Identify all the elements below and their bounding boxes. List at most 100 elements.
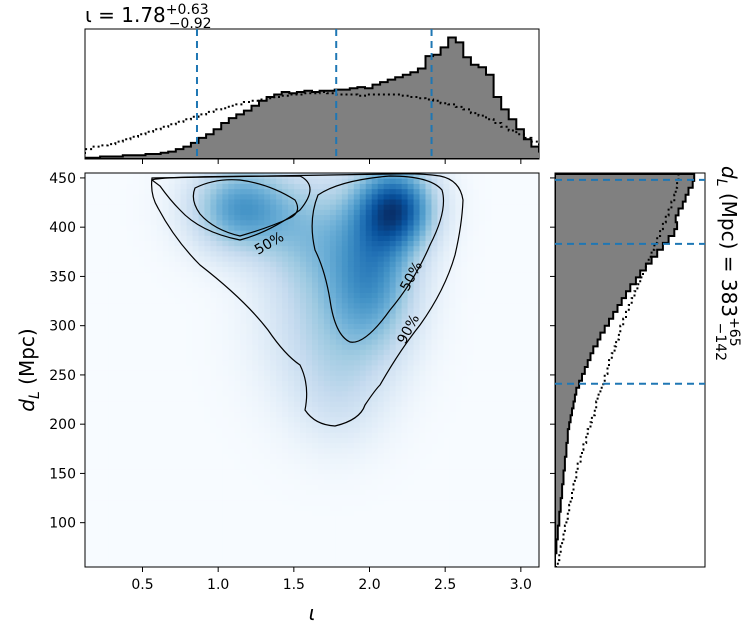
- heat-cell: [276, 463, 283, 470]
- heat-cell: [359, 561, 367, 567]
- heat-cell: [144, 297, 152, 304]
- heat-cell: [425, 437, 433, 444]
- heat-cell: [353, 266, 361, 273]
- heat-cell: [162, 541, 170, 547]
- heat-cell: [359, 266, 367, 273]
- heat-cell: [317, 395, 325, 402]
- heat-cell: [306, 359, 313, 366]
- heat-cell: [114, 447, 122, 454]
- heat-cell: [216, 380, 223, 387]
- heat-cell: [473, 525, 480, 532]
- heat-cell: [467, 416, 474, 423]
- heat-cell: [204, 416, 212, 423]
- heat-cell: [312, 432, 319, 438]
- heat-cell: [443, 297, 450, 304]
- heat-cell: [323, 173, 331, 179]
- heat-cell: [228, 178, 235, 184]
- heat-cell: [437, 307, 445, 314]
- heat-cell: [120, 183, 128, 190]
- heat-cell: [443, 437, 450, 444]
- heat-cell: [174, 245, 182, 252]
- heat-cell: [341, 224, 349, 231]
- heat-cell: [383, 292, 391, 299]
- heat-cell: [413, 178, 421, 184]
- heat-cell: [383, 364, 391, 371]
- heat-cell: [467, 484, 474, 490]
- heat-cell: [216, 390, 223, 397]
- heat-cell: [168, 468, 176, 475]
- heat-cell: [467, 509, 474, 516]
- heat-cell: [323, 530, 331, 537]
- heat-cell: [90, 214, 98, 221]
- heat-cell: [132, 219, 140, 226]
- heat-cell: [198, 546, 206, 553]
- heat-cell: [443, 494, 450, 501]
- heat-cell: [156, 370, 164, 376]
- heat-cell: [365, 421, 373, 428]
- heat-cell: [102, 484, 110, 490]
- heat-cell: [377, 478, 385, 485]
- heat-cell: [204, 292, 212, 299]
- heat-cell: [276, 323, 283, 330]
- heat-cell: [413, 344, 421, 350]
- heat-cell: [126, 214, 134, 221]
- heat-cell: [246, 427, 253, 433]
- heat-cell: [258, 504, 265, 511]
- heat-cell: [401, 525, 409, 532]
- heat-cell: [389, 442, 397, 449]
- heat-cell: [347, 499, 355, 506]
- heat-cell: [174, 509, 182, 516]
- heat-cell: [359, 354, 367, 361]
- heat-cell: [317, 546, 325, 553]
- heat-cell: [150, 551, 158, 558]
- heat-cell: [168, 458, 176, 464]
- heat-cell: [198, 364, 206, 371]
- heat-cell: [204, 406, 212, 413]
- heat-cell: [252, 541, 259, 547]
- heat-cell: [455, 344, 462, 350]
- heat-cell: [264, 556, 271, 563]
- heat-cell: [294, 188, 301, 195]
- heat-cell: [216, 230, 223, 236]
- heat-cell: [258, 292, 265, 299]
- heat-cell: [437, 551, 445, 558]
- heat-cell: [288, 489, 295, 496]
- heat-cell: [317, 214, 325, 221]
- heat-cell: [258, 421, 265, 428]
- heat-cell: [371, 473, 379, 480]
- heat-cell: [288, 230, 295, 236]
- heat-cell: [240, 354, 247, 361]
- heat-cell: [455, 499, 462, 506]
- heat-cell: [162, 525, 170, 532]
- heat-cell: [419, 292, 427, 299]
- heat-cell: [413, 323, 421, 330]
- heat-cell: [174, 535, 182, 542]
- heat-cell: [371, 193, 379, 200]
- heat-cell: [96, 328, 104, 335]
- heat-cell: [270, 328, 277, 335]
- heat-cell: [353, 515, 361, 521]
- heat-cell: [204, 359, 212, 366]
- heat-cell: [282, 556, 289, 563]
- heat-cell: [162, 380, 170, 387]
- heat-cell: [240, 551, 247, 558]
- heat-cell: [419, 312, 427, 319]
- heat-cell: [144, 183, 152, 190]
- heat-cell: [431, 178, 439, 184]
- heat-cell: [234, 261, 241, 267]
- heat-cell: [234, 349, 241, 356]
- heat-cell: [449, 204, 456, 210]
- heat-cell: [210, 447, 218, 454]
- heat-cell: [216, 499, 223, 506]
- heat-cell: [300, 509, 307, 516]
- heat-cell: [413, 219, 421, 226]
- heat-cell: [425, 421, 433, 428]
- heat-cell: [85, 494, 92, 501]
- heat-cell: [395, 302, 403, 309]
- heat-cell: [401, 390, 409, 397]
- heat-cell: [150, 338, 158, 345]
- heat-cell: [234, 380, 241, 387]
- heat-cell: [168, 219, 176, 226]
- heat-cell: [132, 245, 140, 252]
- heat-cell: [108, 318, 116, 324]
